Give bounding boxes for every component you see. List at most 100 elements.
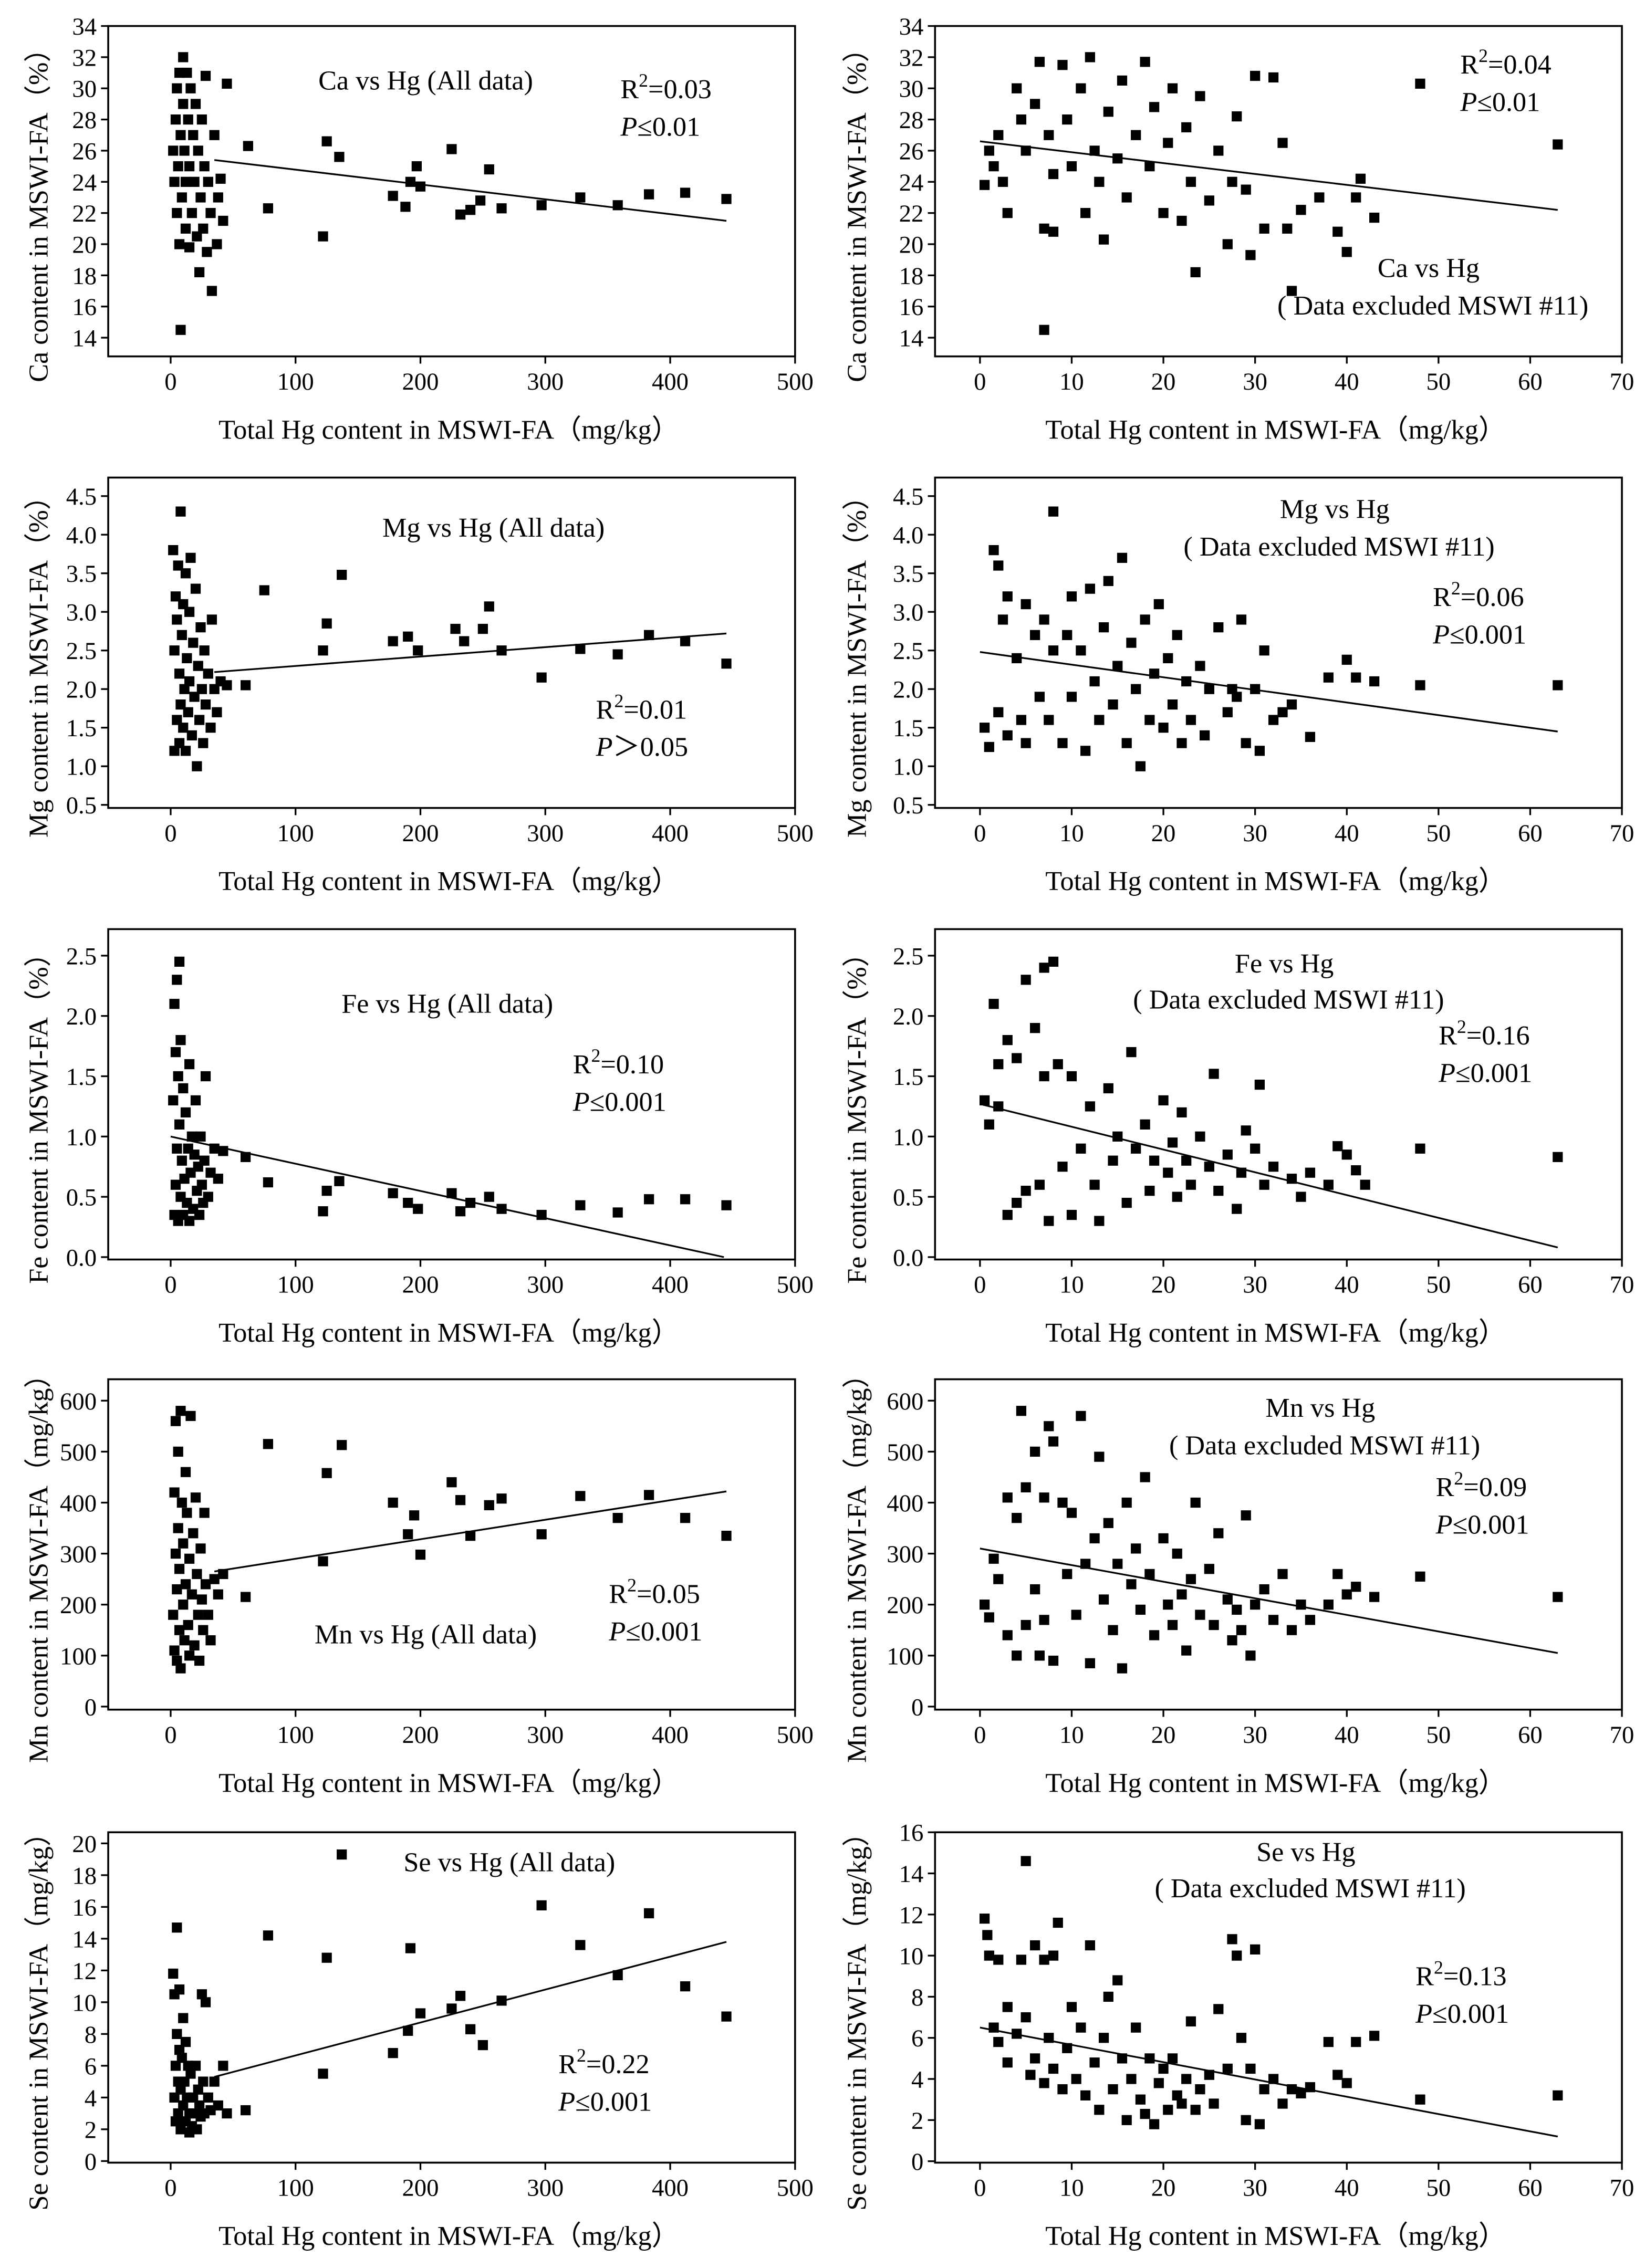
data-point	[182, 67, 192, 78]
data-point	[318, 2068, 328, 2079]
data-point	[1094, 1451, 1105, 1462]
data-point	[175, 1035, 186, 1046]
y-tick-label: 34	[72, 13, 97, 40]
data-point	[1369, 2031, 1380, 2041]
data-point	[218, 1569, 228, 1580]
data-point	[575, 1491, 586, 1501]
data-point	[1103, 107, 1113, 117]
data-point	[1341, 247, 1352, 257]
data-point	[1332, 2070, 1343, 2080]
data-point	[178, 99, 189, 109]
data-point	[209, 1574, 220, 1584]
regression-line	[980, 2026, 1558, 2138]
y-tick-label: 1.0	[66, 1124, 97, 1151]
y-tick-label: 3.0	[66, 599, 97, 626]
data-point	[1112, 1559, 1123, 1569]
r-squared-value: =0.09	[1463, 1472, 1527, 1502]
data-point	[1232, 1604, 1242, 1615]
y-tick-label: 16	[899, 1820, 924, 1847]
data-point	[988, 161, 999, 172]
data-point	[1080, 208, 1091, 218]
data-point	[979, 180, 990, 190]
data-point	[174, 2045, 185, 2055]
data-point	[337, 570, 347, 580]
data-point	[175, 2084, 186, 2095]
data-point	[1002, 2002, 1013, 2012]
data-point	[1131, 2022, 1141, 2033]
data-point	[496, 203, 507, 214]
y-axis-label: Mg content in MSWI-FA（%）	[24, 483, 54, 838]
data-point	[263, 203, 274, 214]
y-axis-label: Mn content in MSWI-FA（mg/kg）	[841, 1361, 872, 1763]
y-tick-label: 14	[899, 325, 924, 352]
scatter-panel: 0 10 20 30 40 50 60 70 0 2 4 6 8 10 12 14 16 Total Hg con…	[841, 1819, 1634, 2251]
data-point	[1062, 630, 1073, 640]
data-point	[721, 1531, 732, 1541]
data-point	[484, 1500, 494, 1510]
y-tick-label: 10	[899, 1943, 924, 1970]
data-point	[169, 2092, 180, 2103]
p-label: P	[1438, 1058, 1455, 1089]
data-point	[1089, 676, 1100, 687]
y-axis-label: Ca content in MSWI-FA（%）	[24, 35, 54, 382]
data-point	[175, 2124, 186, 2135]
data-point	[1112, 1975, 1123, 1985]
data-point	[1029, 630, 1040, 640]
panel-title: Mn vs Hg	[1265, 1393, 1375, 1423]
x-tick-label: 60	[1518, 820, 1543, 847]
y-axis-label: Se content in MSWI-FA（mg/kg）	[24, 1819, 54, 2211]
x-tick-label: 0	[164, 1271, 176, 1299]
y-tick-label: 2	[85, 2116, 97, 2144]
data-point	[721, 1200, 732, 1210]
p-value: ≤0.001	[590, 1087, 667, 1117]
data-point	[173, 560, 183, 571]
data-point	[190, 99, 201, 109]
data-point	[1241, 1125, 1251, 1136]
data-point	[1323, 2036, 1334, 2047]
scatter-panel: 0 100 200 300 400 500 0.0 0.5 1.0 1.5 2.0 2.5 Total …	[24, 928, 814, 1348]
data-point	[1039, 325, 1049, 335]
data-point	[1222, 2063, 1233, 2074]
y-tick-label: 14	[72, 325, 97, 352]
data-point	[1039, 1071, 1049, 1082]
data-point	[193, 2084, 203, 2095]
r-squared-annotation: R2=0.16	[1439, 1016, 1529, 1051]
y-tick-label: 2	[911, 2107, 923, 2135]
data-point	[1085, 1658, 1095, 1668]
x-tick-label: 50	[1427, 820, 1451, 847]
data-point	[1190, 1497, 1201, 1508]
data-point	[1071, 2074, 1081, 2084]
data-point	[1021, 599, 1031, 610]
data-point	[988, 545, 999, 556]
x-tick-label: 50	[1427, 1721, 1451, 1749]
data-point	[575, 192, 586, 203]
data-point	[1268, 72, 1279, 83]
data-point	[988, 999, 999, 1009]
data-point	[1553, 1152, 1563, 1162]
p-value-annotation: P≤0.001	[572, 1087, 667, 1117]
data-point	[188, 2092, 199, 2103]
data-point	[475, 195, 486, 206]
x-axis-label: Total Hg content in MSWI-FA（mg/kg）	[218, 1318, 679, 1348]
x-axis-label: Total Hg content in MSWI-FA（mg/kg）	[218, 414, 679, 445]
data-point	[1172, 1192, 1182, 1202]
data-point	[1002, 208, 1013, 218]
data-point	[1057, 2084, 1068, 2095]
data-point	[1153, 2078, 1164, 2088]
y-tick-label: 8	[911, 1984, 923, 2011]
data-point	[993, 2036, 1004, 2047]
data-point	[1025, 2070, 1036, 2080]
data-point	[1341, 2078, 1352, 2088]
data-point	[1039, 1955, 1049, 1965]
data-point	[1062, 1569, 1073, 1580]
data-point	[194, 1655, 205, 1666]
data-point	[1277, 1569, 1288, 1580]
data-point	[184, 1216, 195, 1226]
y-tick-label: 26	[899, 138, 924, 165]
data-point	[194, 1209, 205, 1220]
data-point	[1245, 1650, 1256, 1661]
p-value: ≤0.001	[1432, 1999, 1509, 2029]
data-point	[1250, 1600, 1261, 1610]
data-point	[179, 1635, 190, 1646]
data-point	[1016, 1955, 1027, 1965]
